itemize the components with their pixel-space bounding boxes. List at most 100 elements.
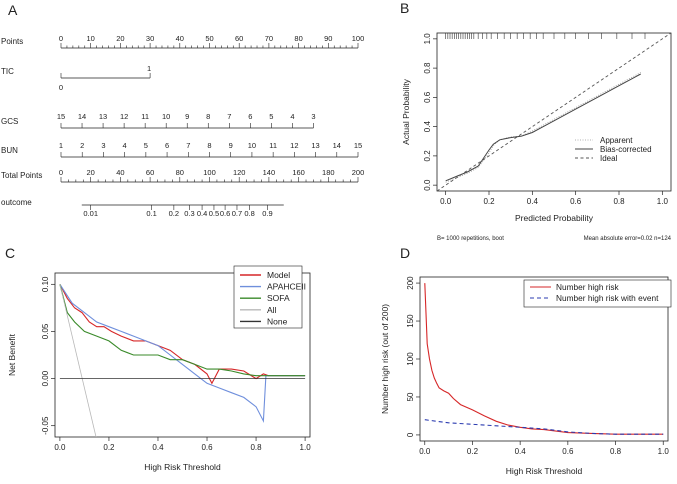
total-points-tick-label: 180 (322, 168, 335, 177)
x-tick-label: 0.2 (483, 197, 495, 206)
legend-label: Apparent (600, 136, 633, 145)
y-tick-label: 0.0 (423, 179, 432, 191)
gcs-tick-label: 4 (290, 112, 294, 121)
legend-label: Number high risk with event (556, 293, 659, 303)
y-tick-label: 0.8 (423, 62, 432, 74)
panel-label-d: D (400, 245, 410, 261)
points-tick-label: 50 (205, 34, 213, 43)
bun-tick-label: 14 (333, 141, 341, 150)
total-points-tick-label: 60 (146, 168, 154, 177)
y-tick-label: 200 (406, 276, 415, 290)
total-points-tick-label: 160 (292, 168, 305, 177)
panel-c-plot-frame (54, 272, 311, 438)
gcs-tick-label: 11 (141, 112, 149, 121)
series-ideal (437, 33, 671, 191)
points-tick-label: 90 (324, 34, 332, 43)
outcome-tick-label: 0.1 (146, 209, 156, 218)
bun-tick-label: 1 (59, 141, 63, 150)
outcome-tick-label: 0.8 (244, 209, 254, 218)
x-tick-label: 0.8 (613, 197, 625, 206)
outcome-tick-label: 0.5 (209, 209, 219, 218)
x-tick-label: 0.8 (610, 447, 622, 456)
outcome-tick-label: 0.7 (232, 209, 242, 218)
bun-tick-label: 9 (229, 141, 233, 150)
bun-tick-label: 10 (248, 141, 256, 150)
legend-box (233, 265, 303, 329)
points-tick-label: 0 (59, 34, 63, 43)
x-tick-label: 0.6 (201, 443, 213, 452)
y-tick-label: -0.05 (41, 416, 50, 435)
x-tick-label: 0.6 (570, 197, 582, 206)
y-tick-label: 0.4 (423, 121, 432, 133)
outcome-tick-label: 0.6 (220, 209, 230, 218)
series-all (59, 284, 97, 437)
x-axis-label: Predicted Probability (515, 213, 594, 223)
gcs-tick-label: 6 (248, 112, 252, 121)
panel-b: B 0.0 0.2 0.4 0.6 0.8 1.0 0.0 0.2 0.4 0.6 0.8 1.0 Pr… (400, 0, 672, 242)
row-name-2: GCS (1, 117, 18, 126)
legend-label: All (267, 305, 277, 315)
points-tick-label: 30 (146, 34, 154, 43)
x-axis-label: High Risk Threshold (506, 466, 583, 476)
x-tick-label: 0.0 (54, 443, 66, 452)
x-tick-label: 0.2 (103, 443, 115, 452)
x-tick-label: 0.4 (515, 447, 527, 456)
points-tick-label: 40 (176, 34, 184, 43)
series-apahceii (59, 283, 306, 424)
row-name-3: BUN (1, 146, 18, 155)
y-tick-label: 0.10 (41, 276, 50, 292)
series-number-high-risk-with-event (424, 419, 664, 435)
gcs-tick-label: 7 (227, 112, 231, 121)
series-bias-corrected (445, 73, 641, 182)
x-tick-label: 0.0 (440, 197, 452, 206)
panel-label-c: C (5, 245, 15, 261)
total-points-tick-label: 100 (203, 168, 216, 177)
row-name-0: Points (1, 37, 23, 46)
x-tick-label: 1.0 (658, 447, 670, 456)
panel-c: C 0.0 0.2 0.4 0.6 0.8 1.0 -0.05 0.00 0.05 0.10 Hig… (5, 245, 311, 472)
bun-tick-label: 2 (80, 141, 84, 150)
gcs-tick-label: 3 (311, 112, 315, 121)
gcs-tick-label: 12 (120, 112, 128, 121)
points-tick-label: 20 (116, 34, 124, 43)
y-tick-label: 150 (406, 314, 415, 328)
legend-label: Model (267, 270, 290, 280)
legend-label: APAHCEII (267, 282, 306, 292)
panel-label-b: B (400, 0, 409, 16)
series-apparent (445, 72, 641, 183)
footnote-left: B= 1000 repetitions, boot (437, 236, 504, 242)
legend-label: SOFA (267, 293, 290, 303)
outcome-tick-label: 0.4 (197, 209, 207, 218)
x-tick-label: 1.0 (657, 197, 669, 206)
panel-label-a: A (8, 2, 18, 18)
x-tick-label: 0.8 (250, 443, 262, 452)
tic-tick-label: 1 (147, 64, 151, 73)
series-number-high-risk (424, 283, 664, 435)
row-name-1: TIC (1, 67, 14, 76)
gcs-tick-label: 15 (57, 112, 65, 121)
y-axis-label: Actual Probability (401, 78, 411, 144)
y-tick-label: 100 (406, 352, 415, 366)
points-tick-label: 70 (265, 34, 273, 43)
y-tick-label: 0.00 (41, 370, 50, 386)
gcs-tick-label: 5 (269, 112, 273, 121)
bun-tick-label: 8 (207, 141, 211, 150)
gcs-tick-label: 10 (162, 112, 170, 121)
outcome-tick-label: 0.3 (184, 209, 194, 218)
bun-tick-label: 11 (269, 141, 277, 150)
row-name-5: outcome (1, 198, 32, 207)
points-tick-label: 100 (352, 34, 365, 43)
y-tick-label: 0.6 (423, 91, 432, 103)
tic-tick-label: 0 (59, 83, 63, 92)
bun-tick-label: 5 (144, 141, 148, 150)
legend-label: None (267, 316, 288, 326)
legend-label: Bias-corrected (600, 145, 652, 154)
y-axis-label: Number high risk (out of 200) (380, 304, 390, 414)
x-tick-label: 0.0 (419, 447, 431, 456)
total-points-tick-label: 0 (59, 168, 63, 177)
bun-tick-label: 12 (290, 141, 298, 150)
bun-tick-label: 15 (354, 141, 362, 150)
x-axis-label: High Risk Threshold (144, 462, 221, 472)
